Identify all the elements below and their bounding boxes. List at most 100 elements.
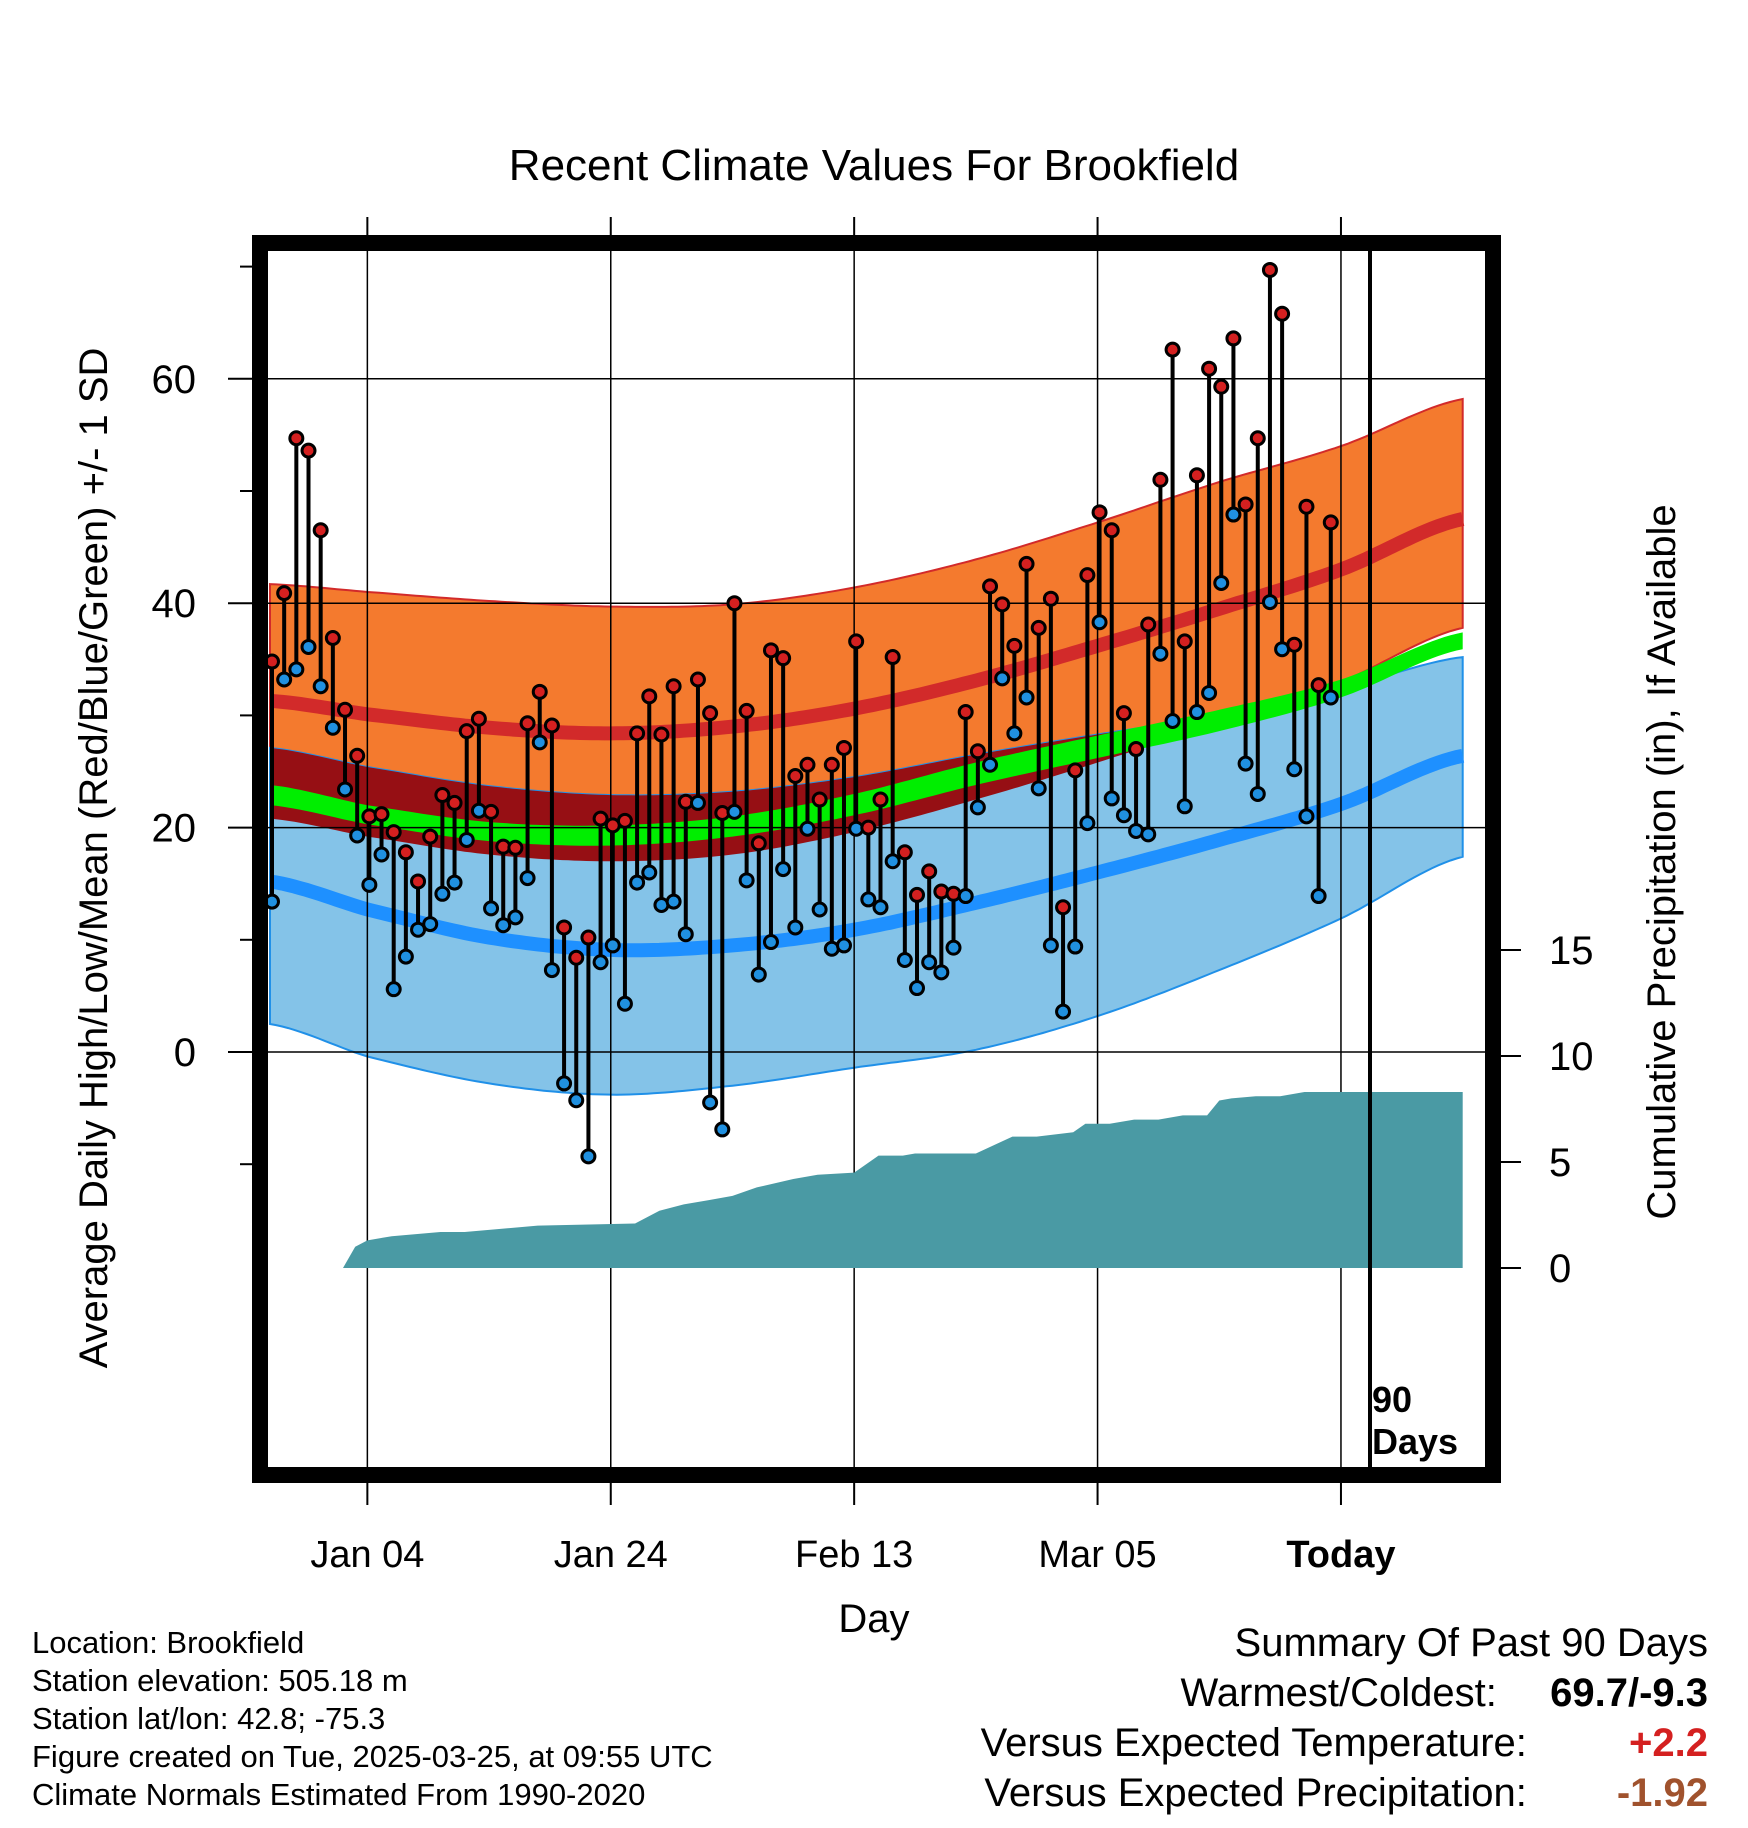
high-point	[921, 863, 938, 880]
precip-value: -1.92	[1616, 1771, 1708, 1815]
high-point	[689, 671, 706, 688]
summary-warmest-coldest: Warmest/Coldest: 69.7/-9.3	[981, 1668, 1709, 1718]
high-point	[629, 725, 646, 742]
low-point	[1298, 808, 1315, 825]
high-point	[1103, 522, 1120, 539]
low-point	[458, 831, 475, 848]
low-point	[969, 799, 986, 816]
low-point	[580, 1148, 597, 1165]
high-point	[1091, 504, 1108, 521]
low-point	[531, 734, 548, 751]
high-point	[1188, 467, 1205, 484]
low-point	[361, 876, 378, 893]
y2-tick-label: 15	[1549, 929, 1594, 973]
high-point	[860, 819, 877, 836]
high-point	[556, 919, 573, 936]
high-point	[702, 705, 719, 722]
low-point	[1042, 937, 1059, 954]
high-point	[616, 812, 633, 829]
high-point	[884, 649, 901, 666]
low-point	[276, 671, 293, 688]
low-point	[543, 962, 560, 979]
temp-label: Versus Expected Temperature:	[980, 1721, 1527, 1765]
high-point	[519, 715, 536, 732]
low-point	[434, 885, 451, 902]
high-point	[775, 650, 792, 667]
high-point	[458, 723, 475, 740]
high-point	[653, 726, 670, 743]
temp-value: +2.2	[1629, 1721, 1708, 1765]
y2-tick-label: 0	[1549, 1247, 1571, 1291]
x-tick-label: Jan 04	[310, 1534, 424, 1576]
low-point	[556, 1075, 573, 1092]
high-point	[592, 810, 609, 827]
high-point	[1176, 633, 1193, 650]
low-point	[349, 827, 366, 844]
info-location: Location: Brookfield	[32, 1625, 305, 1660]
high-point	[1164, 341, 1181, 358]
high-point	[787, 767, 804, 784]
low-point	[945, 939, 962, 956]
low-point	[689, 794, 706, 811]
high-point	[811, 791, 828, 808]
high-point	[1128, 741, 1145, 758]
low-point	[787, 919, 804, 936]
low-point	[385, 981, 402, 998]
chart-title: Recent Climate Values For Brookfield	[509, 141, 1239, 190]
high-point	[1030, 619, 1047, 636]
low-point	[266, 893, 280, 910]
high-point	[276, 585, 293, 602]
high-point	[568, 949, 585, 966]
low-point	[1201, 684, 1218, 701]
low-point	[1152, 645, 1169, 662]
low-point	[1237, 755, 1254, 772]
low-point	[835, 937, 852, 954]
plot-frame	[252, 235, 1501, 1483]
low-point	[1176, 798, 1193, 815]
high-point	[665, 678, 682, 695]
high-point	[957, 704, 974, 721]
high-point	[726, 595, 743, 612]
high-point	[1322, 514, 1339, 531]
low-point	[641, 864, 658, 881]
high-point	[1006, 637, 1023, 654]
low-point	[1067, 938, 1084, 955]
high-point	[1274, 305, 1291, 322]
high-point	[835, 739, 852, 756]
high-point	[422, 828, 439, 845]
high-point	[1298, 498, 1315, 515]
ninety-days-label: 90 Days	[1372, 1379, 1458, 1462]
low-point	[1018, 689, 1035, 706]
y-tick-label: 40	[152, 582, 197, 626]
summary-precip: Versus Expected Precipitation: -1.92	[981, 1768, 1708, 1818]
low-point	[422, 916, 439, 933]
high-point	[410, 873, 427, 890]
high-point	[994, 596, 1011, 613]
high-point	[1237, 496, 1254, 513]
low-point	[1079, 815, 1096, 832]
low-point	[921, 954, 938, 971]
low-point	[933, 964, 950, 981]
low-point	[738, 872, 755, 889]
low-point	[957, 888, 974, 905]
low-point	[677, 926, 694, 943]
low-point	[1225, 506, 1242, 523]
low-point	[337, 781, 354, 798]
y2-axis-label: Cumulative Precipitation (in), If Availa…	[1640, 504, 1684, 1219]
low-point	[446, 874, 463, 891]
high-point	[470, 710, 487, 727]
low-point	[1286, 761, 1303, 778]
info-elevation: Station elevation: 505.18 m	[32, 1663, 408, 1698]
info-latlon: Station lat/lon: 42.8; -75.3	[32, 1701, 386, 1736]
low-point	[860, 891, 877, 908]
low-point	[884, 853, 901, 870]
summary-panel: Summary Of Past 90 Days Warmest/Coldest:…	[981, 1618, 1708, 1818]
low-point	[324, 719, 341, 736]
ninety-days-label-line: 90	[1372, 1379, 1412, 1420]
low-point	[1322, 689, 1339, 706]
low-point	[483, 900, 500, 917]
high-point	[543, 717, 560, 734]
high-point	[531, 683, 548, 700]
low-point	[288, 661, 305, 678]
